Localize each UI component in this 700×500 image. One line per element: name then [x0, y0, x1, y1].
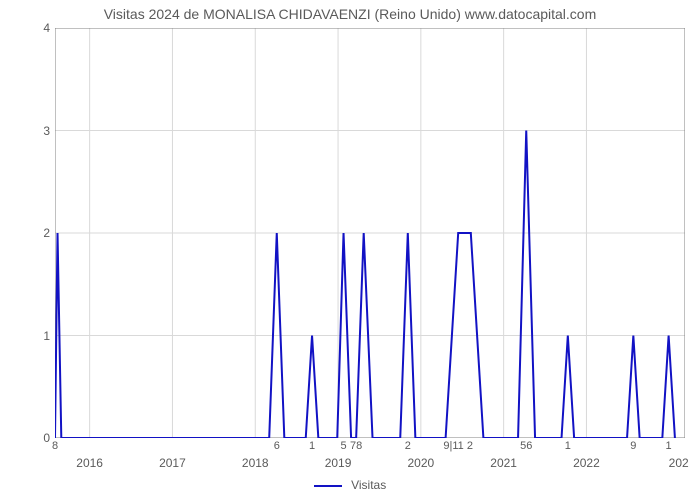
plot-svg [55, 28, 685, 438]
x-tick-label: 2022 [573, 456, 600, 470]
x-tick-label: 202 [669, 456, 689, 470]
data-point-label: 6 [274, 440, 280, 452]
data-point-label: 56 [520, 440, 532, 452]
y-tick-label: 3 [30, 124, 50, 138]
legend-line-swatch [314, 485, 342, 487]
x-tick-label: 2020 [407, 456, 434, 470]
x-tick-label: 2018 [242, 456, 269, 470]
x-tick-label: 2016 [76, 456, 103, 470]
y-tick-label: 4 [30, 21, 50, 35]
plot-area [55, 28, 685, 438]
y-tick-label: 2 [30, 226, 50, 240]
legend: Visitas [0, 478, 700, 492]
data-point-label: 1 [309, 440, 315, 452]
data-point-label: 1 [666, 440, 672, 452]
data-point-label: 9|11 2 [443, 440, 473, 452]
data-point-label: 8 [52, 440, 58, 452]
x-tick-label: 2019 [325, 456, 352, 470]
data-point-label: 9 [630, 440, 636, 452]
legend-label: Visitas [351, 478, 386, 492]
data-point-label: 1 [565, 440, 571, 452]
data-point-label: 78 [350, 440, 362, 452]
x-tick-label: 2017 [159, 456, 186, 470]
chart-title: Visitas 2024 de MONALISA CHIDAVAENZI (Re… [0, 6, 700, 22]
data-point-label: 5 [340, 440, 346, 452]
y-tick-label: 1 [30, 329, 50, 343]
data-point-label: 2 [405, 440, 411, 452]
visits-line-chart: Visitas 2024 de MONALISA CHIDAVAENZI (Re… [0, 0, 700, 500]
y-tick-label: 0 [30, 431, 50, 445]
x-tick-label: 2021 [490, 456, 517, 470]
